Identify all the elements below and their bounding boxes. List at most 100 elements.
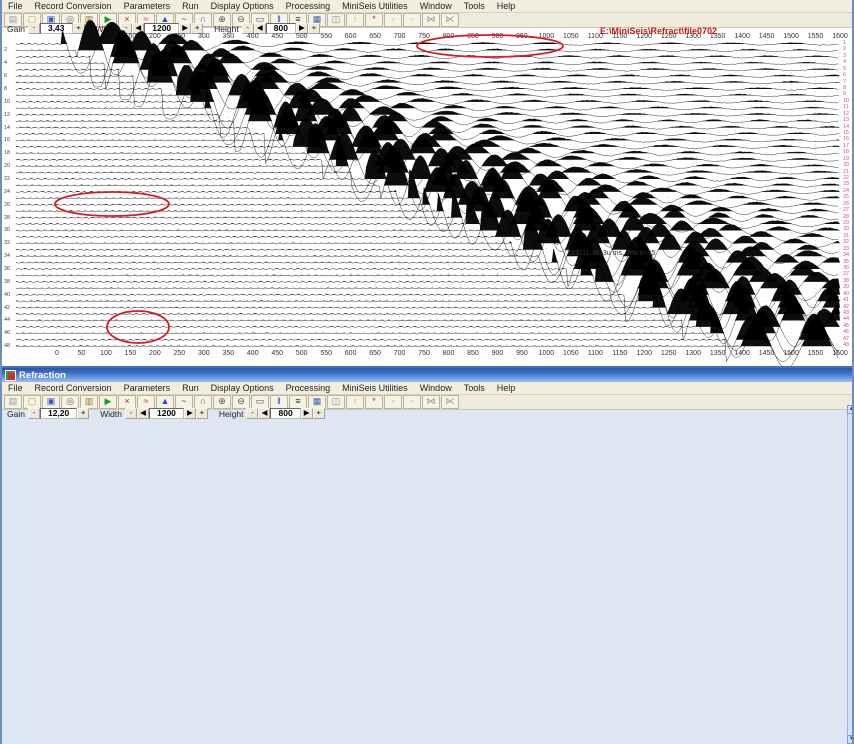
up-icon[interactable]: ↑ <box>346 395 364 409</box>
spin-button[interactable]: ◀ <box>136 408 149 419</box>
window-icon[interactable]: ▭ <box>251 395 269 409</box>
seismic-trace <box>15 195 839 250</box>
fit-icon[interactable]: ⋉ <box>441 395 459 409</box>
menu-tools[interactable]: Tools <box>463 383 485 393</box>
ruler-label: 200 <box>149 33 161 40</box>
seismic-trace-fill <box>16 43 840 70</box>
scroll-down-arrow[interactable]: ▼ <box>847 735 854 744</box>
report-icon[interactable]: ◫ <box>327 395 345 409</box>
menu-processing[interactable]: Processing <box>285 383 331 393</box>
seismic-trace-fill <box>16 123 840 154</box>
seismic-trace-fill <box>16 321 840 347</box>
spin-button[interactable]: + <box>72 23 85 34</box>
seismogram-window: File Record Conversion Parameters Run Displa… <box>2 0 854 369</box>
menu-miniseis-utilities[interactable]: MiniSeis Utilities <box>342 383 408 393</box>
seismic-trace <box>15 147 839 202</box>
menu-window[interactable]: Window <box>419 1 452 11</box>
image-icon[interactable]: ▦ <box>308 395 326 409</box>
trace-number-right: 27 <box>843 207 850 214</box>
ruler-label: 1300 <box>685 33 701 40</box>
menu-run[interactable]: Run <box>182 1 199 11</box>
pick-icon[interactable]: ▲ <box>156 395 174 409</box>
trace-number-left: 42 <box>4 304 11 311</box>
ruler-label: 650 <box>369 33 381 40</box>
spin-button[interactable]: - <box>246 408 259 419</box>
spin-button[interactable]: - <box>124 408 137 419</box>
menu-file[interactable]: File <box>8 383 23 393</box>
menu-file[interactable]: File <box>8 1 23 11</box>
menu-parameters[interactable]: Parameters <box>123 1 171 11</box>
value-field[interactable]: 3,43 <box>39 23 73 34</box>
title-bar[interactable]: Refraction <box>2 368 852 382</box>
menu-run[interactable]: Run <box>182 383 199 393</box>
stack-icon[interactable]: ≡ <box>289 395 307 409</box>
spin-button[interactable]: - <box>27 23 40 34</box>
ruler-label: 1600 <box>832 350 848 357</box>
menu-parameters[interactable]: Parameters <box>123 383 171 393</box>
tools-icon[interactable]: * <box>365 395 383 409</box>
label-width: Width <box>100 408 122 419</box>
save-icon[interactable]: ▣ <box>42 395 60 409</box>
seismic-trace <box>15 321 839 369</box>
menu-miniseis-utilities[interactable]: MiniSeis Utilities <box>342 1 408 11</box>
menu-help[interactable]: Help <box>496 383 516 393</box>
play-icon[interactable]: ▶ <box>99 395 117 409</box>
trace-number-right: 8 <box>843 85 847 91</box>
menu-help[interactable]: Help <box>496 1 516 11</box>
disabled-a-icon[interactable]: ▫ <box>384 13 402 27</box>
menu-display-options[interactable]: Display Options <box>210 383 274 393</box>
window-v-scrollbar[interactable]: ▲ ▼ <box>847 405 854 744</box>
fit-icon[interactable]: ⋉ <box>441 13 459 27</box>
seismogram-plot[interactable]: T=1111.3813u ms, Trace=35 <box>2 12 854 369</box>
trace-number-right: 3 <box>843 52 847 59</box>
new-icon[interactable]: ▤ <box>4 395 22 409</box>
pause-icon[interactable]: ‖ <box>270 395 288 409</box>
trace-number-left: 16 <box>4 137 11 144</box>
menu-display-options[interactable]: Display Options <box>210 1 274 11</box>
trace-number-right: 6 <box>843 72 847 79</box>
spin-button[interactable]: - <box>27 408 40 419</box>
ruler-label: 650 <box>369 350 381 357</box>
scroll-up-arrow[interactable]: ▲ <box>847 405 854 414</box>
ruler-label: 850 <box>467 350 479 357</box>
value-field[interactable]: 12,20 <box>39 408 78 419</box>
menu-record-conversion[interactable]: Record Conversion <box>34 383 112 393</box>
menu-window[interactable]: Window <box>419 383 452 393</box>
disabled-b-icon[interactable]: ▫ <box>403 13 421 27</box>
spin-button[interactable]: + <box>77 408 90 419</box>
seismic-trace-fill <box>16 254 840 282</box>
spin-button[interactable]: + <box>307 23 320 34</box>
value-field[interactable]: 800 <box>270 408 301 419</box>
menu-record-conversion[interactable]: Record Conversion <box>34 1 112 11</box>
spin-button[interactable]: ▶ <box>300 408 313 419</box>
seismic-trace-fill <box>16 196 840 224</box>
disabled-b-icon[interactable]: ▫ <box>403 395 421 409</box>
gain-toolbar: Gain -12,20 + Width - ◀ 1200 ▶ + Height - ◀ 800 ▶ + <box>4 408 325 419</box>
up-icon[interactable]: ↑ <box>346 13 364 27</box>
find-icon[interactable]: ◎ <box>61 395 79 409</box>
spin-button[interactable]: + <box>195 408 208 419</box>
wave-icon[interactable]: ~ <box>175 395 193 409</box>
copy-icon[interactable]: ▥ <box>80 395 98 409</box>
spin-button[interactable]: ▶ <box>183 408 196 419</box>
stop-icon[interactable]: × <box>118 395 136 409</box>
seismic-trace-fill <box>16 106 840 134</box>
tools-icon[interactable]: * <box>365 13 383 27</box>
menu-processing[interactable]: Processing <box>285 1 331 11</box>
zoom-out-icon[interactable]: ⊖ <box>232 395 250 409</box>
menu-tools[interactable]: Tools <box>463 1 485 11</box>
zoom-in-icon[interactable]: ⊕ <box>213 395 231 409</box>
seismic-trace <box>15 242 839 293</box>
disabled-a-icon[interactable]: ▫ <box>384 395 402 409</box>
spin-button[interactable]: ◀ <box>258 408 271 419</box>
traces-icon[interactable]: ≈ <box>137 395 155 409</box>
resize-icon[interactable]: ⋈ <box>422 13 440 27</box>
resize-icon[interactable]: ⋈ <box>422 395 440 409</box>
report-icon[interactable]: ◫ <box>327 13 345 27</box>
value-field[interactable]: 1200 <box>148 408 184 419</box>
spectrum-icon[interactable]: ∩ <box>194 395 212 409</box>
seismic-trace-fill <box>16 150 840 179</box>
open-icon[interactable]: ▢ <box>23 395 41 409</box>
spin-button[interactable]: + <box>312 408 325 419</box>
ruler-label: 950 <box>516 350 528 357</box>
